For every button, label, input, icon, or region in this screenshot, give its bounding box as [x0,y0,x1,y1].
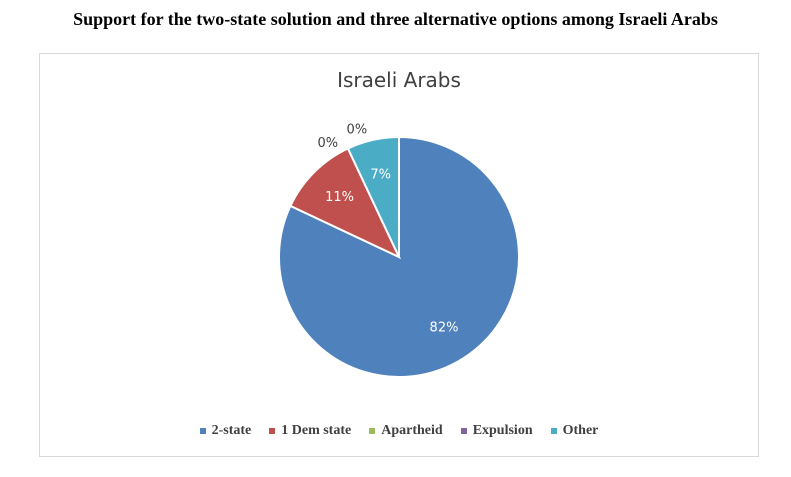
legend-label: 2-state [211,423,252,438]
legend-label: Apartheid [381,423,443,438]
chart-title: Israeli Arabs [337,68,461,92]
legend-item-expulsion: Expulsion [460,423,533,439]
legend-swatch [550,428,557,434]
legend-label: Expulsion [472,423,533,438]
legend-label: Other [562,423,599,438]
page-title: Support for the two-state solution and t… [73,9,718,29]
legend-item-other: Other [550,423,599,439]
legend-swatch [460,428,467,434]
legend-swatch [199,428,206,434]
legend-item-1-dem-state: 1 Dem state [269,423,351,439]
legend-item-apartheid: Apartheid [369,423,443,439]
data-label-expulsion: 0% [347,122,368,137]
data-label-other: 7% [370,168,391,183]
legend-label: 1 Dem state [281,423,352,438]
legend-swatch [369,428,376,434]
legend-item-2-state: 2-state [199,423,252,439]
pie-slice-other [346,135,400,258]
data-label-1-dem-state: 11% [325,190,354,205]
pie-slice-2-state [278,135,520,378]
legend: 2-state 1 Dem state Apartheid Expulsion Othe… [39,423,759,439]
legend-swatch [269,428,276,434]
data-label-2-state: 82% [430,320,459,335]
pie-slice-1-dem-state [289,147,402,260]
data-label-apartheid: 0% [318,136,339,151]
